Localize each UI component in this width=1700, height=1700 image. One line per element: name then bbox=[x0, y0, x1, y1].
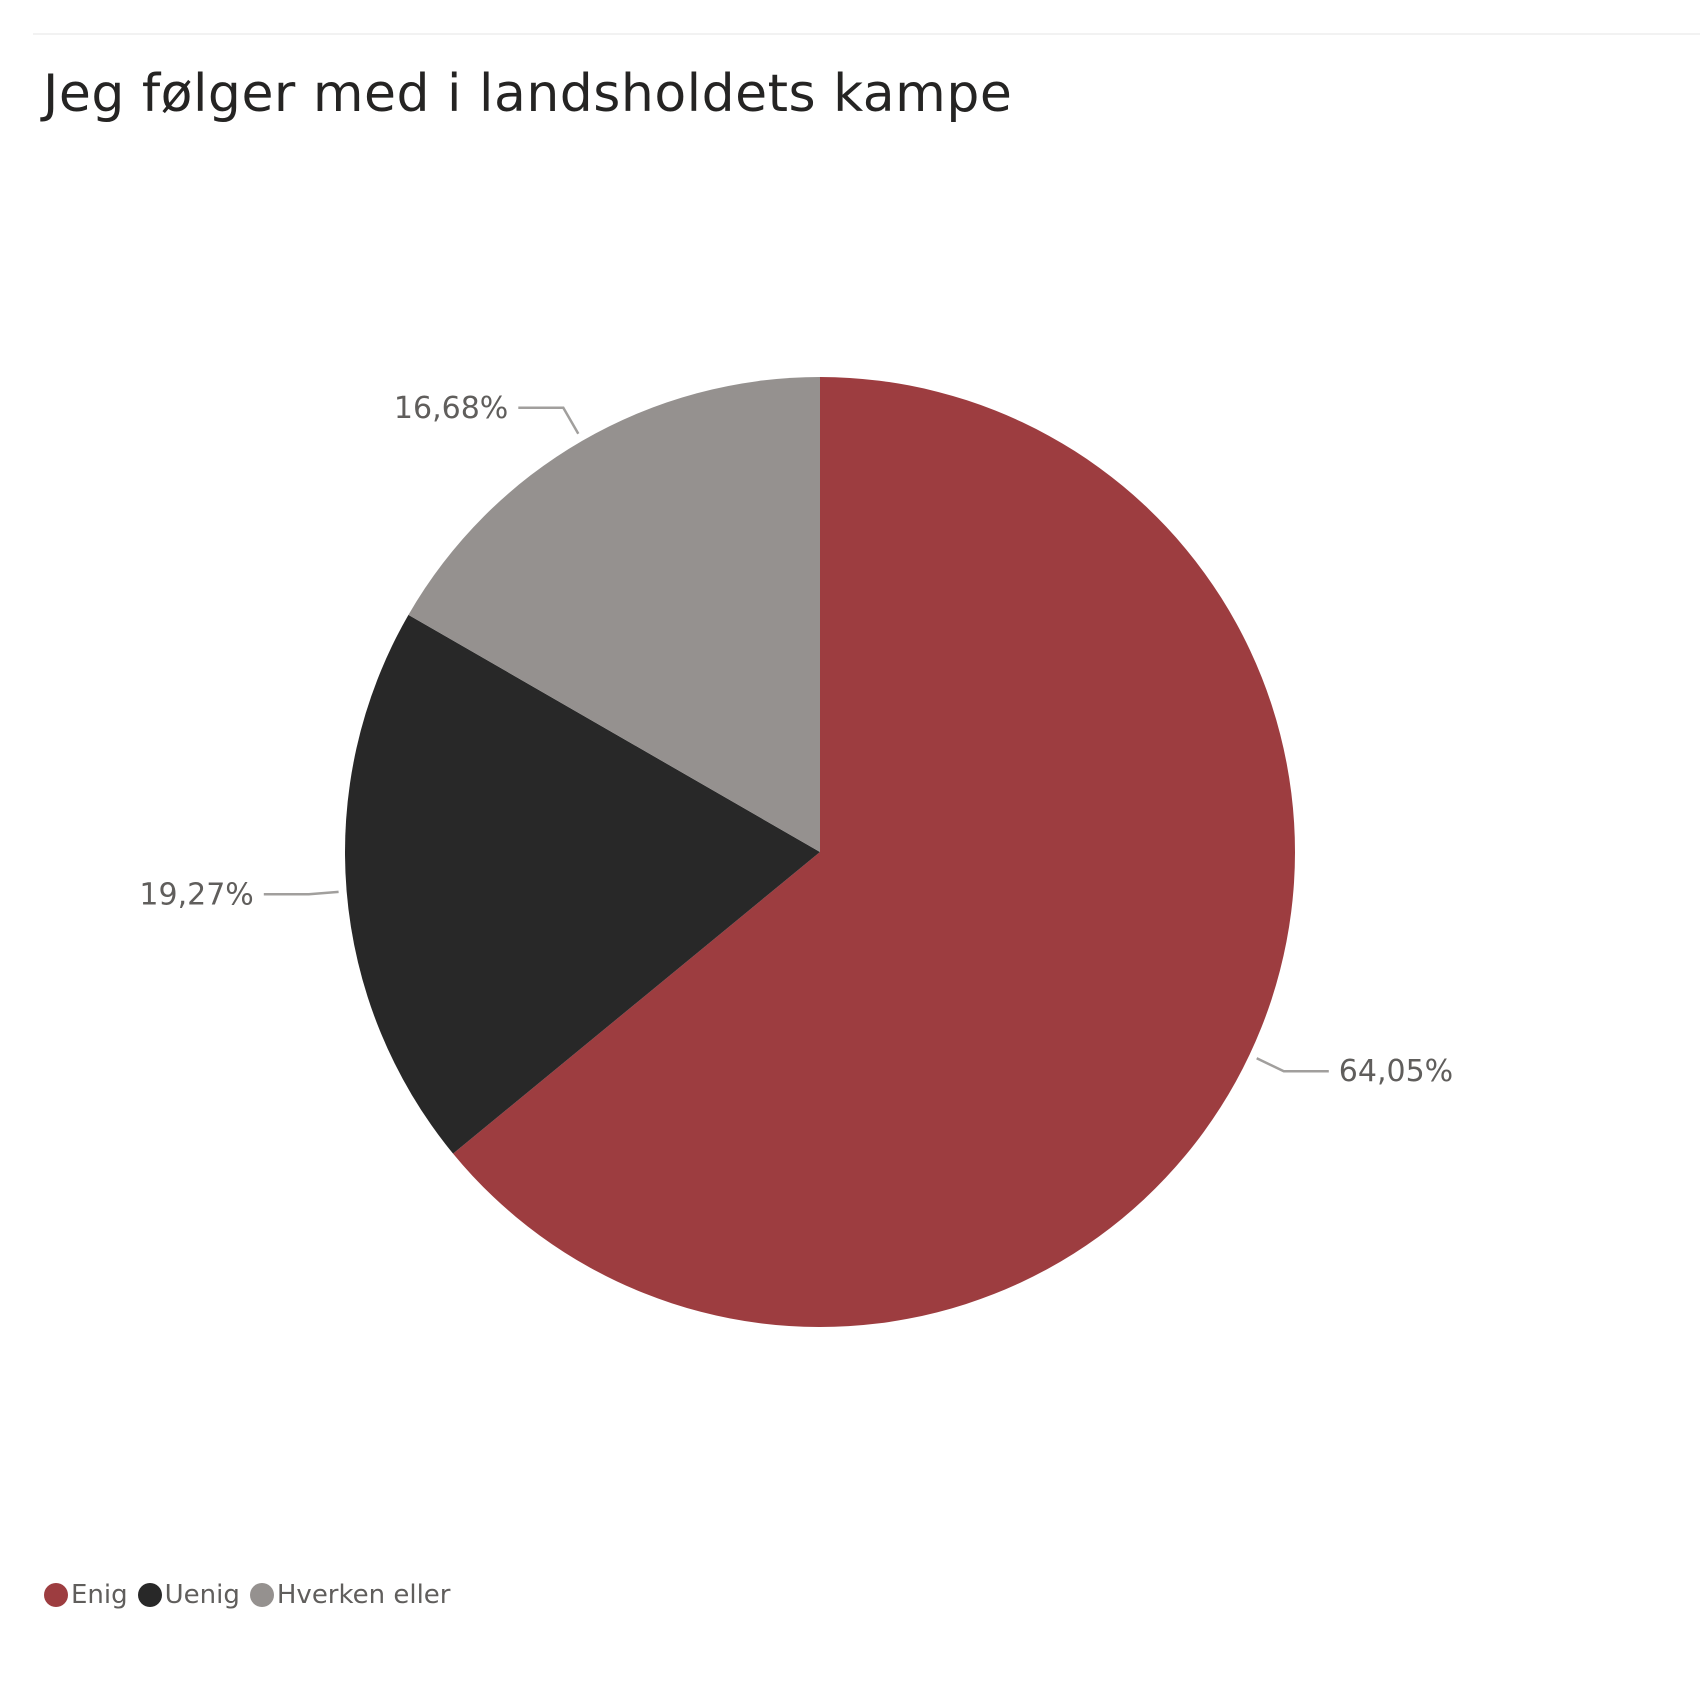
legend-dot-hverken-eller bbox=[249, 1583, 274, 1607]
chart-title: Jeg følger med i landsholdets kampe bbox=[43, 64, 1013, 124]
legend-label-uenig: Uenig bbox=[164, 1580, 240, 1610]
pie-data-labels: 64,05% 19,27% 16,68% bbox=[139, 391, 1453, 1089]
legend: Enig Uenig Hverken eller bbox=[44, 1580, 461, 1610]
legend-item-hverken-eller[interactable]: Hverken eller bbox=[249, 1580, 451, 1610]
data-label-enig: 64,05% bbox=[1339, 1054, 1453, 1089]
leader-line-enig bbox=[1256, 1057, 1329, 1073]
header-divider bbox=[33, 33, 1700, 35]
legend-dot-enig bbox=[44, 1583, 68, 1607]
legend-label-enig: Enig bbox=[71, 1580, 128, 1610]
legend-item-uenig[interactable]: Uenig bbox=[137, 1580, 240, 1610]
leader-line-hverken-eller bbox=[518, 406, 580, 435]
pie-slices bbox=[344, 377, 1295, 1327]
data-label-uenig: 19,27% bbox=[139, 877, 253, 912]
legend-dot-uenig bbox=[137, 1583, 162, 1607]
data-label-hverken-eller: 16,68% bbox=[394, 391, 508, 426]
pie-slice-enig[interactable] bbox=[453, 377, 1295, 1327]
legend-item-enig[interactable]: Enig bbox=[44, 1580, 128, 1610]
pie-slice-hverken-eller[interactable] bbox=[408, 377, 820, 852]
pie-slice-uenig[interactable] bbox=[344, 614, 820, 1154]
leader-line-uenig bbox=[263, 890, 339, 896]
legend-label-hverken-eller: Hverken eller bbox=[276, 1580, 451, 1610]
